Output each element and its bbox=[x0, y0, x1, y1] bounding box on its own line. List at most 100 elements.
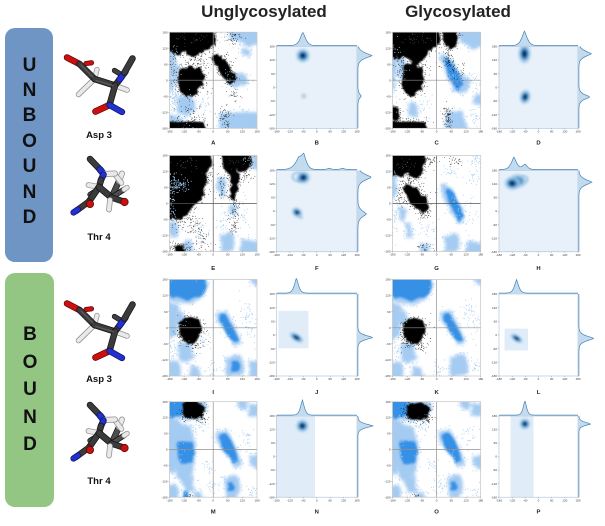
svg-text:120: 120 bbox=[463, 253, 468, 257]
svg-text:-180: -180 bbox=[491, 495, 497, 499]
svg-text:180: 180 bbox=[269, 169, 274, 173]
svg-text:-60: -60 bbox=[301, 377, 306, 381]
svg-text:120: 120 bbox=[269, 428, 274, 432]
svg-text:-180: -180 bbox=[161, 250, 167, 254]
svg-text:A: A bbox=[211, 140, 216, 146]
svg-text:60: 60 bbox=[550, 498, 554, 502]
svg-text:-180: -180 bbox=[166, 253, 172, 257]
svg-text:60: 60 bbox=[387, 310, 391, 314]
svg-text:-180: -180 bbox=[273, 498, 279, 502]
svg-text:-120: -120 bbox=[509, 498, 515, 502]
svg-text:180: 180 bbox=[575, 498, 580, 502]
svg-text:0: 0 bbox=[495, 86, 497, 90]
svg-text:0: 0 bbox=[389, 448, 391, 452]
svg-text:180: 180 bbox=[492, 414, 497, 418]
svg-text:-120: -120 bbox=[491, 236, 497, 240]
svg-text:60: 60 bbox=[494, 72, 498, 76]
svg-text:-180: -180 bbox=[268, 250, 274, 254]
svg-text:-180: -180 bbox=[384, 250, 390, 254]
svg-text:-180: -180 bbox=[273, 130, 279, 134]
svg-text:180: 180 bbox=[478, 253, 483, 257]
svg-text:-60: -60 bbox=[197, 498, 202, 502]
svg-text:0: 0 bbox=[495, 333, 497, 337]
svg-text:60: 60 bbox=[494, 196, 498, 200]
svg-text:J: J bbox=[315, 390, 318, 396]
svg-text:-60: -60 bbox=[386, 218, 391, 222]
svg-text:-60: -60 bbox=[420, 377, 425, 381]
svg-text:-120: -120 bbox=[404, 377, 410, 381]
svg-text:180: 180 bbox=[478, 130, 483, 134]
svg-text:120: 120 bbox=[240, 498, 245, 502]
svg-text:0: 0 bbox=[495, 455, 497, 459]
svg-text:0: 0 bbox=[166, 202, 168, 206]
svg-text:-120: -120 bbox=[181, 377, 187, 381]
svg-text:M: M bbox=[211, 510, 216, 516]
svg-text:-180: -180 bbox=[389, 377, 395, 381]
svg-text:60: 60 bbox=[329, 498, 333, 502]
svg-text:-60: -60 bbox=[301, 130, 306, 134]
svg-text:120: 120 bbox=[269, 306, 274, 310]
svg-text:-120: -120 bbox=[404, 498, 410, 502]
svg-text:180: 180 bbox=[162, 278, 167, 282]
svg-text:-120: -120 bbox=[509, 377, 515, 381]
svg-text:180: 180 bbox=[354, 130, 359, 134]
svg-text:120: 120 bbox=[162, 170, 167, 174]
svg-text:P: P bbox=[537, 510, 541, 516]
svg-text:60: 60 bbox=[450, 130, 454, 134]
svg-text:60: 60 bbox=[494, 441, 498, 445]
svg-text:60: 60 bbox=[271, 72, 275, 76]
svg-text:180: 180 bbox=[575, 253, 580, 257]
svg-text:-60: -60 bbox=[197, 253, 202, 257]
svg-text:180: 180 bbox=[354, 377, 359, 381]
svg-text:H: H bbox=[536, 266, 540, 272]
svg-text:-60: -60 bbox=[493, 347, 498, 351]
svg-text:-180: -180 bbox=[384, 374, 390, 378]
svg-text:60: 60 bbox=[226, 377, 230, 381]
svg-text:0: 0 bbox=[166, 448, 168, 452]
svg-text:60: 60 bbox=[550, 377, 554, 381]
svg-text:-120: -120 bbox=[509, 130, 515, 134]
svg-text:0: 0 bbox=[436, 253, 438, 257]
svg-text:-180: -180 bbox=[273, 253, 279, 257]
svg-text:-120: -120 bbox=[181, 253, 187, 257]
svg-text:-180: -180 bbox=[496, 377, 502, 381]
svg-text:0: 0 bbox=[436, 498, 438, 502]
svg-text:60: 60 bbox=[450, 498, 454, 502]
svg-text:-60: -60 bbox=[420, 253, 425, 257]
svg-text:0: 0 bbox=[436, 130, 438, 134]
svg-text:-120: -120 bbox=[181, 498, 187, 502]
svg-text:60: 60 bbox=[329, 377, 333, 381]
svg-text:-120: -120 bbox=[181, 130, 187, 134]
svg-text:-120: -120 bbox=[384, 234, 390, 238]
svg-text:60: 60 bbox=[271, 441, 275, 445]
svg-text:0: 0 bbox=[273, 455, 275, 459]
svg-text:120: 120 bbox=[269, 58, 274, 62]
svg-text:-180: -180 bbox=[389, 498, 395, 502]
svg-text:-120: -120 bbox=[268, 236, 274, 240]
svg-text:60: 60 bbox=[164, 432, 168, 436]
svg-text:0: 0 bbox=[389, 326, 391, 330]
svg-text:180: 180 bbox=[354, 253, 359, 257]
svg-text:-60: -60 bbox=[523, 130, 528, 134]
svg-text:-120: -120 bbox=[161, 234, 167, 238]
svg-text:120: 120 bbox=[240, 377, 245, 381]
svg-text:-60: -60 bbox=[197, 377, 202, 381]
svg-text:-180: -180 bbox=[161, 126, 167, 130]
svg-text:-60: -60 bbox=[301, 253, 306, 257]
svg-text:-180: -180 bbox=[166, 130, 172, 134]
svg-text:-120: -120 bbox=[384, 479, 390, 483]
svg-text:0: 0 bbox=[212, 130, 214, 134]
svg-text:-120: -120 bbox=[404, 130, 410, 134]
svg-text:-180: -180 bbox=[273, 377, 279, 381]
svg-text:0: 0 bbox=[212, 253, 214, 257]
svg-text:-180: -180 bbox=[496, 253, 502, 257]
svg-text:60: 60 bbox=[450, 377, 454, 381]
svg-text:-60: -60 bbox=[420, 130, 425, 134]
svg-text:120: 120 bbox=[385, 46, 390, 50]
svg-text:-120: -120 bbox=[287, 130, 293, 134]
svg-text:-120: -120 bbox=[384, 358, 390, 362]
svg-text:-60: -60 bbox=[493, 99, 498, 103]
svg-text:120: 120 bbox=[341, 498, 346, 502]
svg-text:-60: -60 bbox=[493, 223, 498, 227]
svg-text:180: 180 bbox=[269, 45, 274, 49]
